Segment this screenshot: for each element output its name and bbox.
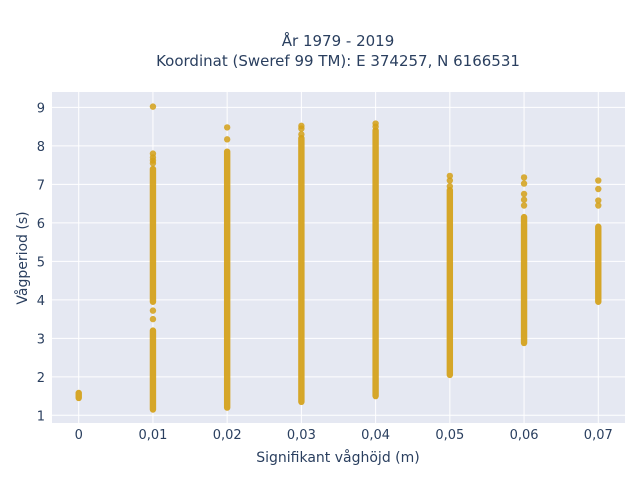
chart-title-line1: År 1979 - 2019 <box>282 31 395 50</box>
y-tick-label: 8 <box>37 140 45 155</box>
y-axis-label: Vågperiod (s) <box>14 211 31 304</box>
x-tick-label: 0,07 <box>584 428 613 443</box>
data-point <box>595 197 602 204</box>
x-tick-label: 0,02 <box>213 428 242 443</box>
y-tick-label: 4 <box>37 294 45 309</box>
data-point <box>595 177 602 184</box>
x-tick-label: 0,06 <box>510 428 539 443</box>
data-point <box>223 136 231 143</box>
data-point <box>446 172 454 180</box>
data-point-range <box>75 389 82 402</box>
x-tick-label: 0,01 <box>138 428 167 443</box>
data-point <box>520 174 528 181</box>
data-point <box>446 177 454 184</box>
plot-area <box>52 92 625 423</box>
data-point <box>149 307 157 314</box>
x-axis-ticks: 0 0,01 0,02 0,03 0,04 0,05 0,06 0,07 <box>75 428 613 443</box>
data-point <box>223 124 231 131</box>
chart-title-line2: Koordinat (Sweref 99 TM): E 374257, N 61… <box>156 52 520 70</box>
data-point <box>595 185 602 193</box>
y-tick-label: 6 <box>37 217 45 232</box>
data-point-range <box>595 223 602 305</box>
data-point-range <box>149 165 157 305</box>
data-point <box>446 183 454 190</box>
y-tick-label: 3 <box>37 332 45 347</box>
y-tick-label: 1 <box>37 409 45 424</box>
data-points <box>75 103 602 413</box>
data-point <box>149 315 157 323</box>
x-tick-label: 0 <box>75 428 83 443</box>
data-point-range <box>298 134 305 406</box>
x-axis-label: Signifikant våghöjd (m) <box>256 449 419 466</box>
data-point <box>298 122 305 130</box>
x-tick-label: 0,05 <box>435 428 464 443</box>
data-point <box>520 190 528 198</box>
data-point-range <box>149 327 157 413</box>
data-point <box>595 202 602 209</box>
x-tick-label: 0,04 <box>361 428 390 443</box>
data-point-range <box>520 213 528 347</box>
data-point-range <box>223 148 231 411</box>
data-point <box>149 150 157 157</box>
data-point-range <box>446 186 454 379</box>
y-axis-ticks: 1 2 3 4 5 6 7 8 9 <box>37 101 45 424</box>
y-tick-label: 7 <box>37 178 45 193</box>
data-point <box>520 180 528 187</box>
data-point <box>372 120 379 127</box>
data-point <box>149 103 157 110</box>
data-point <box>520 196 528 203</box>
y-tick-label: 5 <box>37 255 45 270</box>
data-point <box>298 131 305 138</box>
y-tick-label: 9 <box>37 101 45 116</box>
y-tick-label: 2 <box>37 371 45 386</box>
data-point <box>520 202 528 209</box>
x-tick-label: 0,03 <box>287 428 316 443</box>
data-point-range <box>372 127 379 400</box>
